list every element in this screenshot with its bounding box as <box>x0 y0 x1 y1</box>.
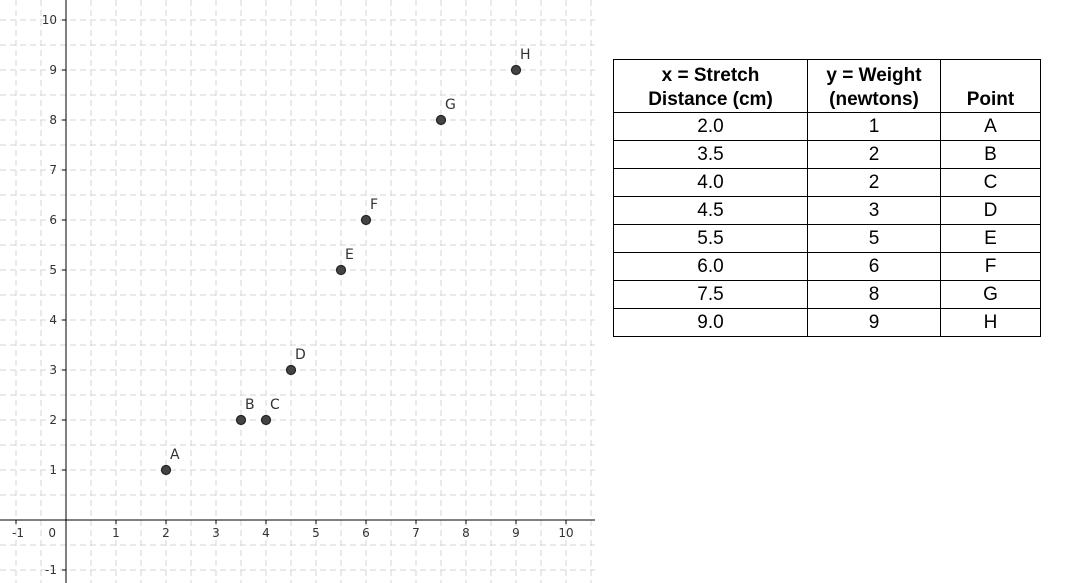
cell-point: E <box>940 224 1041 253</box>
x-tick-label: 4 <box>262 526 270 540</box>
data-point <box>510 64 522 76</box>
data-point <box>160 464 172 476</box>
y-tick-label: -1 <box>45 563 57 577</box>
cell-point: D <box>940 196 1041 225</box>
y-tick-label: 2 <box>49 413 57 427</box>
y-tick-label: 3 <box>49 363 57 377</box>
y-tick-label: 10 <box>42 13 57 27</box>
header-line: (newtons) <box>829 89 919 110</box>
cell-y: 6 <box>807 252 941 281</box>
cell-x: 2.0 <box>613 112 808 141</box>
x-tick-label: 6 <box>362 526 370 540</box>
cell-point: C <box>940 168 1041 197</box>
y-tick-label: 1 <box>49 463 57 477</box>
cell-x: 3.5 <box>613 140 808 169</box>
data-points: A B C D E F G H <box>160 47 531 476</box>
x-tick-label: 10 <box>558 526 573 540</box>
cell-x: 6.0 <box>613 252 808 281</box>
cell-x: 4.0 <box>613 168 808 197</box>
data-point <box>435 114 447 126</box>
y-tick-label: 7 <box>49 163 57 177</box>
x-tick-label: 7 <box>412 526 420 540</box>
table-header-row: x = Stretch Distance (cm) y = Weight (ne… <box>613 59 1041 113</box>
y-tick-label: 5 <box>49 263 57 277</box>
x-tick-label: 5 <box>312 526 320 540</box>
cell-point: G <box>940 280 1041 309</box>
header-line: Point <box>966 89 1015 110</box>
header-stretch-distance: x = Stretch Distance (cm) <box>613 59 808 113</box>
cell-point: F <box>940 252 1041 281</box>
tick-labels: -1 0 1 2 3 4 5 6 7 8 9 10 -1 1 2 3 4 5 6 7 8 9 10 <box>12 13 574 577</box>
axes <box>0 0 595 583</box>
table-row: 4.5 3 D <box>613 196 1041 225</box>
header-line: y = Weight <box>826 65 922 86</box>
header-line: Distance (cm) <box>648 89 773 110</box>
cell-x: 4.5 <box>613 196 808 225</box>
x-tick-label: 8 <box>462 526 470 540</box>
table-row: 2.0 1 A <box>613 112 1041 141</box>
cell-x: 7.5 <box>613 280 808 309</box>
header-point: Point <box>940 59 1041 113</box>
x-tick-label: 9 <box>512 526 520 540</box>
point-label: D <box>295 347 306 363</box>
table-row: 6.0 6 F <box>613 252 1041 281</box>
cell-x: 5.5 <box>613 224 808 253</box>
cell-y: 8 <box>807 280 941 309</box>
data-table: x = Stretch Distance (cm) y = Weight (ne… <box>613 59 1041 337</box>
cell-y: 2 <box>807 140 941 169</box>
header-weight: y = Weight (newtons) <box>807 59 941 113</box>
data-point <box>260 414 272 426</box>
data-point <box>360 214 372 226</box>
point-label: C <box>270 397 280 413</box>
point-label: H <box>520 47 531 63</box>
data-point <box>235 414 247 426</box>
y-tick-label: 6 <box>49 213 57 227</box>
cell-point: A <box>940 112 1041 141</box>
x-tick-label: -1 <box>12 526 24 540</box>
point-label: E <box>345 247 354 263</box>
table-row: 3.5 2 B <box>613 140 1041 169</box>
table-row: 5.5 5 E <box>613 224 1041 253</box>
y-tick-label: 9 <box>49 63 57 77</box>
y-tick-label: 4 <box>49 313 57 327</box>
x-tick-label: 2 <box>162 526 170 540</box>
header-line: x = Stretch <box>661 65 760 86</box>
data-point <box>335 264 347 276</box>
x-tick-label: 3 <box>212 526 220 540</box>
data-point <box>285 364 297 376</box>
cell-point: H <box>940 308 1041 337</box>
table-row: 9.0 9 H <box>613 308 1041 337</box>
table-row: 7.5 8 G <box>613 280 1041 309</box>
cell-y: 9 <box>807 308 941 337</box>
point-label: F <box>370 197 378 213</box>
cell-point: B <box>940 140 1041 169</box>
point-label: A <box>170 447 180 463</box>
scatter-plot: -1 0 1 2 3 4 5 6 7 8 9 10 -1 1 2 3 4 5 6 7 8 9 10 A B C D E F G H <box>0 0 595 583</box>
point-label: B <box>245 397 255 413</box>
grid <box>0 0 595 583</box>
y-tick-label: 8 <box>49 113 57 127</box>
cell-y: 2 <box>807 168 941 197</box>
cell-y: 5 <box>807 224 941 253</box>
point-label: G <box>445 97 456 113</box>
x-tick-label: 1 <box>112 526 120 540</box>
x-tick-label: 0 <box>48 526 56 540</box>
cell-y: 1 <box>807 112 941 141</box>
table-row: 4.0 2 C <box>613 168 1041 197</box>
cell-y: 3 <box>807 196 941 225</box>
cell-x: 9.0 <box>613 308 808 337</box>
